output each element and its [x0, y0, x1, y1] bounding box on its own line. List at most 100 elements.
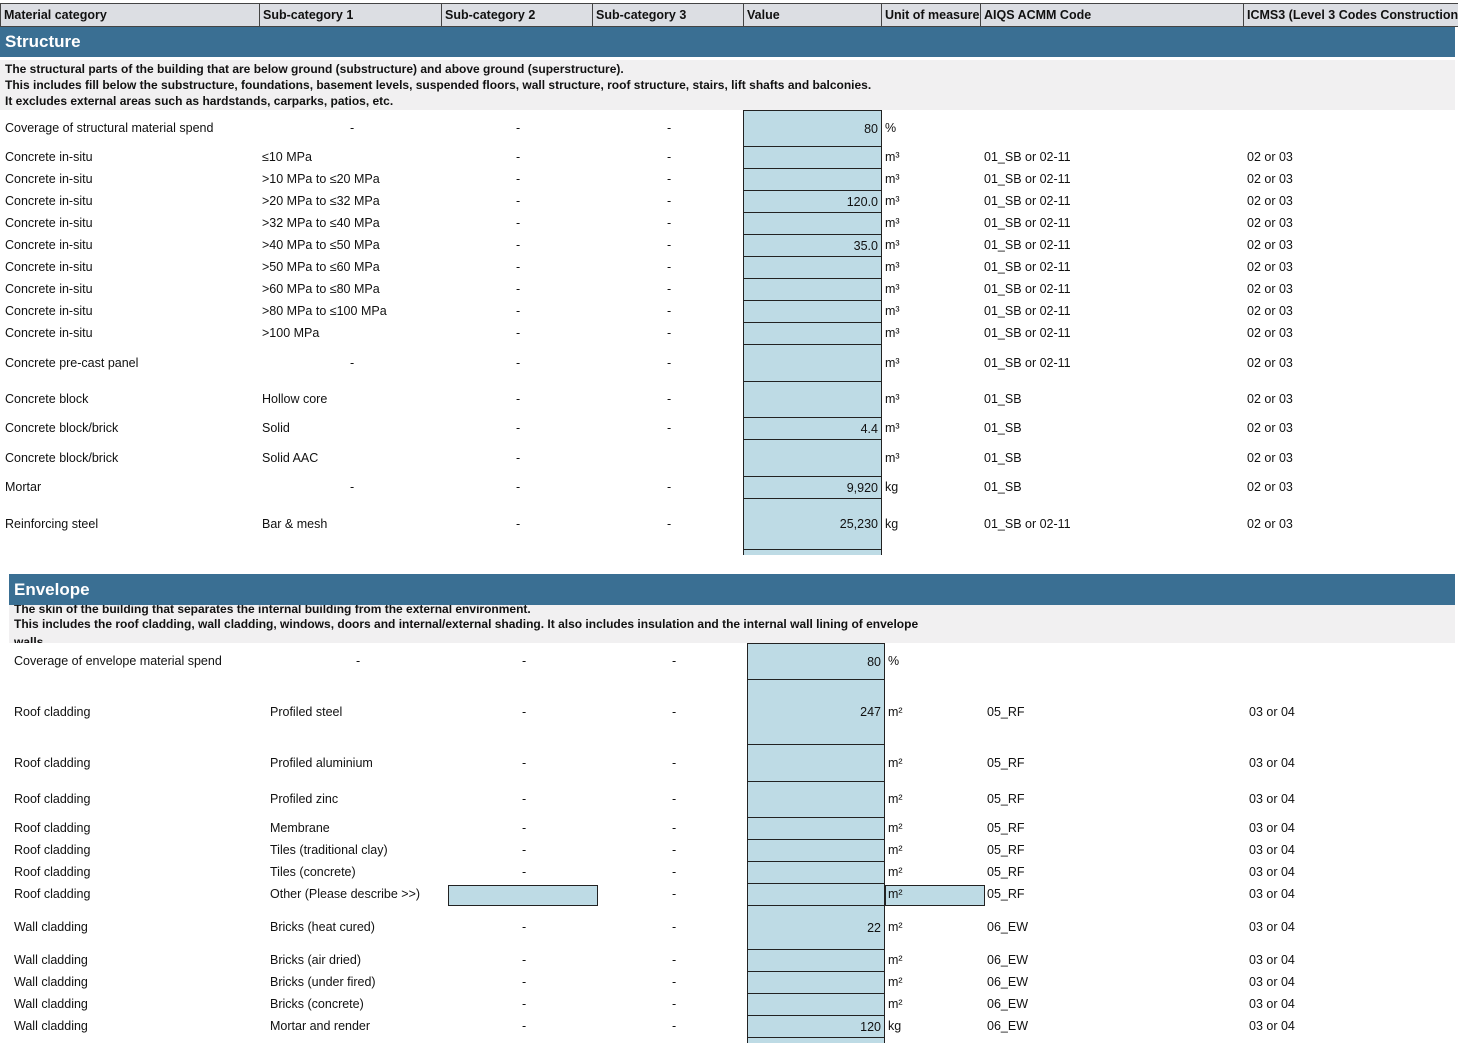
unit-input-cell[interactable] — [885, 885, 985, 906]
material-category: Wall cladding — [14, 920, 88, 934]
sub-category-3: - — [672, 920, 677, 934]
sub-category-1: >80 MPa to ≤100 MPa — [262, 304, 387, 318]
sub-category-1: >32 MPa to ≤40 MPa — [262, 216, 380, 230]
sub-category-3: - — [667, 326, 672, 340]
value-input[interactable] — [747, 840, 885, 862]
material-category: Concrete in-situ — [5, 194, 93, 208]
unit-of-measure: m² — [888, 997, 903, 1011]
unit-of-measure: m³ — [885, 194, 900, 208]
aiqs-acmm-code: 01_SB or 02-11 — [984, 355, 1071, 370]
sub-category-3: - — [672, 704, 677, 719]
value-input[interactable]: 80 — [747, 643, 885, 680]
sub-category-3: - — [672, 653, 677, 668]
unit-of-measure: m³ — [885, 282, 900, 296]
icms3-code: 03 or 04 — [1249, 704, 1295, 719]
sub-category-1: Membrane — [270, 821, 330, 835]
icms3-code: 03 or 04 — [1249, 997, 1295, 1011]
value-input[interactable]: 22 — [747, 906, 885, 950]
aiqs-acmm-code: 06_EW — [987, 975, 1028, 989]
value-input[interactable]: 247 — [747, 680, 885, 745]
icms3-code: 02 or 03 — [1247, 421, 1293, 435]
value-input[interactable]: 25,230 — [743, 499, 882, 550]
value-input[interactable] — [743, 301, 882, 323]
column-header[interactable]: ICMS3 (Level 3 Codes Construction — [1243, 4, 1458, 26]
sub-category-2: - — [516, 326, 521, 340]
column-header[interactable]: Sub-category 1 — [259, 4, 441, 26]
icms3-code: 03 or 04 — [1249, 1019, 1295, 1033]
sub-category-3: - — [667, 260, 672, 274]
column-header[interactable]: AIQS ACMM Code — [980, 4, 1243, 26]
value-input[interactable]: 80 — [743, 110, 882, 147]
icms3-code: 03 or 04 — [1249, 920, 1295, 934]
sub-category-2: - — [522, 975, 527, 989]
value-input[interactable] — [743, 345, 882, 382]
value-input[interactable] — [747, 782, 885, 818]
value-input[interactable] — [743, 323, 882, 345]
description-line: This includes fill below the substructur… — [5, 78, 872, 92]
aiqs-acmm-code: 05_RF — [987, 865, 1025, 879]
value-input[interactable]: 120 — [747, 1016, 885, 1038]
value-input[interactable]: 9,920 — [743, 477, 882, 499]
icms3-code: 02 or 03 — [1247, 172, 1293, 186]
column-header[interactable]: Value — [743, 4, 881, 26]
value-input[interactable] — [747, 994, 885, 1016]
value-input[interactable] — [743, 169, 882, 191]
aiqs-acmm-code: 01_SB or 02-11 — [984, 150, 1071, 164]
value-input[interactable] — [743, 440, 882, 477]
value-input[interactable] — [747, 745, 885, 782]
sub-category-2: - — [516, 194, 521, 208]
sub-category-2-input[interactable] — [448, 885, 598, 906]
sub-category-1: >40 MPa to ≤50 MPa — [262, 238, 380, 252]
value-input[interactable] — [743, 382, 882, 418]
sub-category-1: - — [350, 355, 355, 370]
unit-of-measure: m³ — [885, 216, 900, 230]
aiqs-acmm-code: 06_EW — [987, 997, 1028, 1011]
aiqs-acmm-code: 01_SB — [984, 421, 1022, 435]
value-input[interactable] — [747, 972, 885, 994]
section-header-structure: Structure — [0, 27, 1455, 57]
column-header[interactable]: Sub-category 3 — [592, 4, 743, 26]
unit-of-measure: m³ — [885, 172, 900, 186]
sub-category-2: - — [516, 355, 521, 370]
unit-of-measure: m² — [888, 920, 903, 934]
column-header[interactable]: Sub-category 2 — [441, 4, 592, 26]
value-input[interactable] — [747, 950, 885, 972]
icms3-code: 02 or 03 — [1247, 216, 1293, 230]
aiqs-acmm-code: 01_SB or 02-11 — [984, 516, 1071, 531]
aiqs-acmm-code: 06_EW — [987, 953, 1028, 967]
description-line: walls — [14, 635, 44, 643]
icms3-code: 03 or 04 — [1249, 755, 1295, 770]
value-input[interactable] — [747, 884, 885, 906]
value-input[interactable] — [743, 213, 882, 235]
value-input[interactable]: 120.0 — [743, 191, 882, 213]
column-header[interactable]: Material category — [0, 4, 259, 26]
sub-category-3: - — [672, 1019, 677, 1033]
unit-of-measure: m³ — [885, 238, 900, 252]
sub-category-1: - — [350, 120, 355, 135]
column-header-row: Material category Sub-category 1 Sub-categ… — [0, 3, 1458, 27]
value-input[interactable] — [747, 862, 885, 884]
icms3-code: 02 or 03 — [1247, 392, 1293, 406]
unit-of-measure: m³ — [885, 260, 900, 274]
sub-category-2: - — [522, 953, 527, 967]
column-header[interactable]: Unit of measure — [881, 4, 980, 26]
description-line: The structural parts of the building tha… — [5, 62, 624, 76]
material-category: Concrete block/brick — [5, 450, 119, 465]
value-input[interactable]: 4.4 — [743, 418, 882, 440]
material-category: Concrete in-situ — [5, 326, 93, 340]
value-input[interactable] — [747, 818, 885, 840]
aiqs-acmm-code: 01_SB or 02-11 — [984, 282, 1071, 296]
sub-category-3: - — [667, 304, 672, 318]
sub-category-1: >10 MPa to ≤20 MPa — [262, 172, 380, 186]
sub-category-2: - — [516, 282, 521, 296]
value-input[interactable] — [743, 257, 882, 279]
sub-category-2: - — [522, 792, 527, 806]
sub-category-2: - — [522, 755, 527, 770]
value-input[interactable] — [743, 147, 882, 169]
sub-category-2: - — [522, 920, 527, 934]
aiqs-acmm-code: 01_SB or 02-11 — [984, 172, 1071, 186]
value-input[interactable] — [743, 279, 882, 301]
sub-category-1: Profiled aluminium — [270, 755, 373, 770]
value-input[interactable]: 35.0 — [743, 235, 882, 257]
unit-of-measure: m² — [888, 704, 903, 719]
